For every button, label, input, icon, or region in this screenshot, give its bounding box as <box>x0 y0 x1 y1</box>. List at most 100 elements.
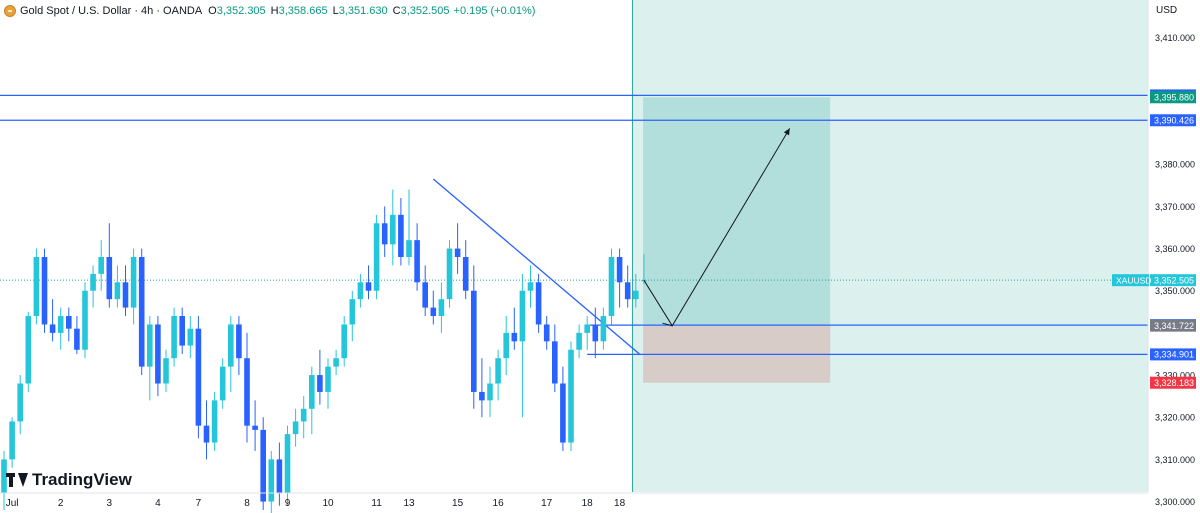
x-tick-label: 18 <box>614 498 626 509</box>
y-tick-label: 3,330.000 <box>1155 371 1195 381</box>
price-tag-label: 3,341.722 <box>1154 321 1194 331</box>
candle <box>219 358 226 409</box>
candle-body <box>179 316 185 346</box>
candle <box>584 316 590 350</box>
candle <box>414 223 420 291</box>
candle <box>381 206 388 257</box>
close-label: C <box>392 5 401 17</box>
candle-body <box>203 425 210 443</box>
candle-body <box>552 341 558 384</box>
candle-body <box>155 324 161 384</box>
price-tag <box>1150 376 1196 389</box>
candle-body <box>365 282 372 291</box>
candle-body <box>25 316 32 384</box>
candle-body <box>219 366 226 401</box>
candle <box>495 349 501 401</box>
candle <box>98 240 104 291</box>
candle <box>41 248 48 333</box>
candle-body <box>584 324 590 333</box>
symbol-legend: Gold Spot / U.S. Dollar · 4h · OANDA O 3,… <box>4 3 539 19</box>
candle-body <box>381 223 388 245</box>
price-tag-label: 3,390.426 <box>1154 116 1194 126</box>
candle <box>147 316 153 401</box>
x-tick-label: 8 <box>244 498 250 509</box>
candle-body <box>487 383 493 401</box>
candle <box>187 316 194 359</box>
candle-body <box>479 391 485 401</box>
open-value: 3,352.305 <box>216 5 266 17</box>
candle-body <box>438 299 445 317</box>
candle-body <box>114 282 121 300</box>
close-value: 3,352.505 <box>400 5 450 17</box>
candle-body <box>276 459 283 494</box>
candle <box>163 349 169 392</box>
candle <box>422 265 428 317</box>
candle <box>25 311 32 392</box>
price-tag-label: 3,352.505 <box>1154 275 1194 285</box>
candle-body <box>616 257 623 283</box>
candle-body <box>430 307 437 317</box>
target-zone <box>643 97 831 326</box>
candle <box>471 265 477 409</box>
candle <box>454 223 461 274</box>
symbol-tag <box>1112 274 1149 287</box>
candle-body <box>357 282 364 300</box>
low-value: 3,351.630 <box>338 5 388 17</box>
price-tag-label: 3,328.183 <box>1154 378 1194 388</box>
candle-body <box>390 214 396 245</box>
candle <box>82 282 88 359</box>
candle-body <box>33 257 40 317</box>
candle <box>317 349 323 405</box>
tradingview-logo[interactable]: TradingView <box>6 470 132 490</box>
candle <box>333 349 339 376</box>
candle <box>171 307 177 367</box>
candle <box>487 366 493 418</box>
candle-body <box>49 324 56 333</box>
x-tick-label: 16 <box>493 498 505 509</box>
candle-body <box>260 429 266 502</box>
candle <box>365 265 372 300</box>
y-tick-label: 3,410.000 <box>1155 33 1195 43</box>
candle <box>138 248 145 376</box>
candle <box>349 290 356 342</box>
candle-body <box>592 324 599 342</box>
x-tick-label: 2 <box>58 498 64 509</box>
candle-body <box>57 316 64 333</box>
tradingview-logo-icon <box>6 473 28 487</box>
candle <box>406 189 412 266</box>
candle <box>398 197 404 266</box>
candle-body <box>236 324 242 359</box>
candle <box>66 307 72 342</box>
price-tag <box>1150 91 1196 104</box>
candle-body <box>633 290 639 300</box>
candle <box>300 396 307 439</box>
candle <box>552 324 558 392</box>
candle-body <box>527 282 534 291</box>
candle-body <box>317 375 323 392</box>
candle-body <box>535 282 542 325</box>
candle <box>195 316 202 439</box>
candle-body <box>576 332 582 350</box>
candle <box>600 307 607 350</box>
candle <box>438 282 445 333</box>
candle <box>106 223 113 308</box>
candle <box>130 248 137 325</box>
candle <box>390 189 396 266</box>
currency-label[interactable]: USD <box>1156 5 1178 16</box>
candle-body <box>130 257 137 308</box>
x-tick-label: 17 <box>541 498 553 509</box>
price-tag <box>1150 274 1196 287</box>
candle <box>292 408 299 447</box>
candle-body <box>147 324 153 367</box>
candle <box>252 400 258 451</box>
candle-body <box>17 383 23 422</box>
candle <box>568 341 574 451</box>
projection-arrowhead <box>783 128 790 136</box>
candle-body <box>163 358 169 384</box>
candle-body <box>66 316 72 329</box>
candle <box>155 316 161 397</box>
symbol-title[interactable]: Gold Spot / U.S. Dollar · 4h · OANDA <box>20 5 203 17</box>
candle-body <box>292 421 299 435</box>
candle-body <box>325 366 331 392</box>
